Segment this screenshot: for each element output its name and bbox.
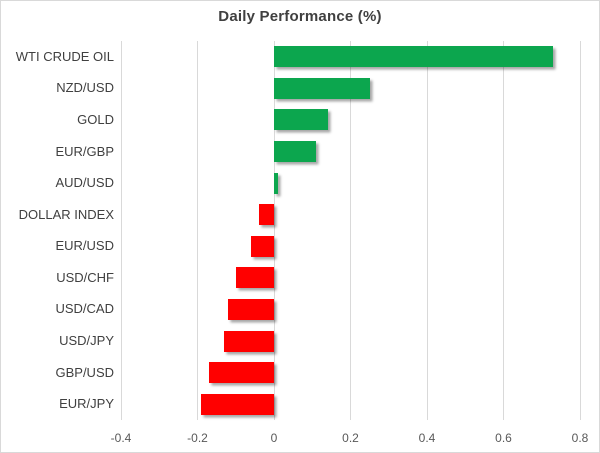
bar-dollar-index [258, 204, 274, 226]
category-label-wti-crude-oil: WTI CRUDE OIL [15, 48, 114, 64]
gridline-x-0.6 [503, 41, 504, 420]
zero-axis-line [273, 41, 275, 420]
category-label-usd-jpy: USD/JPY [59, 333, 114, 349]
bar-wti-crude-oil [274, 46, 554, 68]
bar-eur-jpy [201, 393, 274, 415]
gridline-x--0.4 [120, 41, 122, 420]
category-label-eur-usd: EUR/USD [55, 238, 114, 254]
bar-eur-usd [251, 235, 274, 257]
bar-usd-cad [228, 298, 274, 320]
bar-nzd-usd [274, 77, 370, 99]
gridline-x-0.4 [426, 41, 428, 420]
category-label-usd-cad: USD/CAD [55, 301, 114, 317]
bar-usd-chf [235, 267, 274, 289]
gridline-x-0.2 [350, 41, 351, 420]
category-label-usd-chf: USD/CHF [56, 269, 114, 285]
category-label-aud-usd: AUD/USD [55, 175, 114, 191]
x-tick-label--0.2: -0.2 [187, 431, 208, 445]
bar-gold [274, 109, 328, 131]
x-tick-label-0: 0 [270, 431, 278, 445]
bar-usd-jpy [224, 330, 274, 352]
x-tick-label-0.6: 0.6 [495, 431, 512, 445]
gridline-x-0.8 [579, 41, 581, 420]
x-tick-label-0.2: 0.2 [342, 431, 359, 445]
category-label-dollar-index: DOLLAR INDEX [18, 206, 114, 222]
category-label-eur-jpy: EUR/JPY [59, 396, 114, 412]
gridline-x--0.2 [197, 41, 198, 420]
category-label-nzd-usd: NZD/USD [56, 80, 114, 96]
x-tick-label--0.4: -0.4 [110, 431, 132, 445]
bar-gbp-usd [208, 362, 274, 384]
category-label-gold: GOLD [77, 111, 114, 127]
x-tick-label-0.8: 0.8 [571, 431, 589, 445]
category-label-gbp-usd: GBP/USD [55, 364, 114, 380]
category-label-eur-gbp: EUR/GBP [55, 143, 114, 159]
x-tick-label-0.4: 0.4 [418, 431, 436, 445]
bar-aud-usd [274, 172, 278, 194]
bar-eur-gbp [274, 141, 317, 163]
chart-title: Daily Performance (%) [218, 8, 382, 25]
